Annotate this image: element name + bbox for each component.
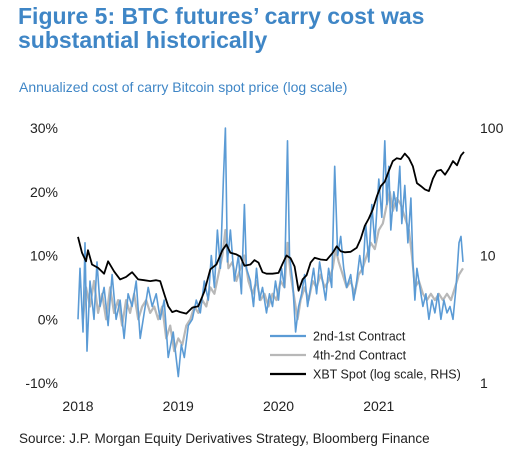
y-tick-left: -10% (25, 375, 58, 391)
y-tick-left: 0% (38, 311, 58, 327)
series-line-0 (77, 127, 464, 378)
x-axis: 2018 2019 2020 2021 (62, 398, 394, 414)
legend-label: 2nd-1st Contract (313, 330, 406, 344)
y-tick-left: 20% (30, 184, 58, 200)
legend-label: XBT Spot (log scale, RHS) (313, 368, 461, 382)
x-tick: 2019 (163, 398, 194, 414)
y-tick-left: 30% (30, 120, 58, 136)
chart-source: Source: J.P. Morgan Equity Derivatives S… (19, 431, 430, 446)
legend-label: 4th-2nd Contract (313, 349, 407, 363)
y-tick-left: 10% (30, 248, 58, 264)
y-tick-right: 100 (480, 120, 504, 136)
x-tick: 2021 (363, 398, 394, 414)
chart-subtitle: Annualized cost of carry Bitcoin spot pr… (19, 79, 348, 95)
x-tick: 2018 (62, 398, 93, 414)
left-axis: 30% 20% 10% 0% -10% (25, 120, 58, 391)
y-tick-right: 10 (480, 248, 496, 264)
series-line-2 (77, 151, 465, 315)
chart-title: Figure 5: BTC futures’ carry cost was su… (18, 3, 425, 53)
right-axis: 100 10 1 (480, 120, 504, 391)
legend: 2nd-1st Contract 4th-2nd Contract XBT Spot… (270, 330, 461, 382)
x-tick: 2020 (263, 398, 294, 414)
y-tick-right: 1 (480, 375, 488, 391)
series-layer (77, 127, 465, 378)
series-line-1 (81, 190, 464, 353)
